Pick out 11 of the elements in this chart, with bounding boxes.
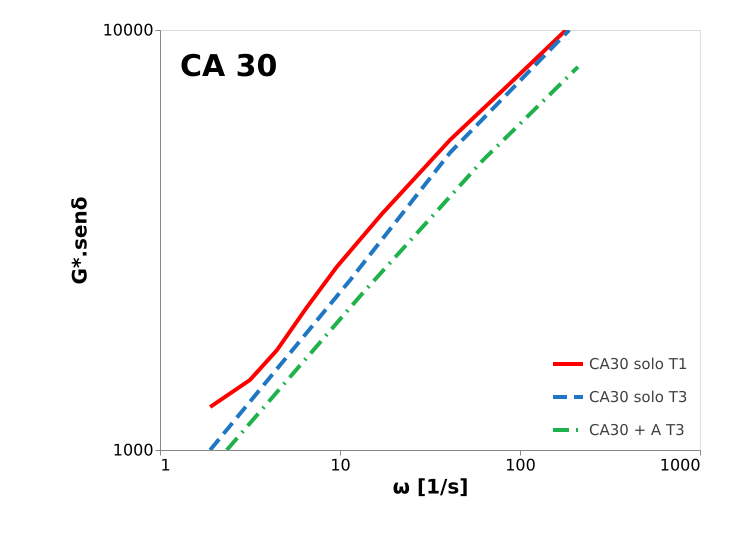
x-tick-label: 1000	[660, 456, 700, 474]
y-tick-label: 10000	[102, 20, 154, 40]
text: CA 30	[180, 49, 278, 84]
x-tick-label: 100	[505, 456, 536, 474]
x-tick-label: 10	[330, 456, 351, 474]
legend-label: CA30 + A T3	[589, 421, 685, 439]
x-tick-label: 1	[160, 456, 171, 474]
y-axis-title: G*.senδ	[68, 196, 92, 284]
legend-label: CA30 solo T1	[589, 355, 688, 373]
legend-label: CA30 solo T3	[589, 388, 688, 406]
x-axis-title: ω [1/s]	[392, 474, 468, 498]
